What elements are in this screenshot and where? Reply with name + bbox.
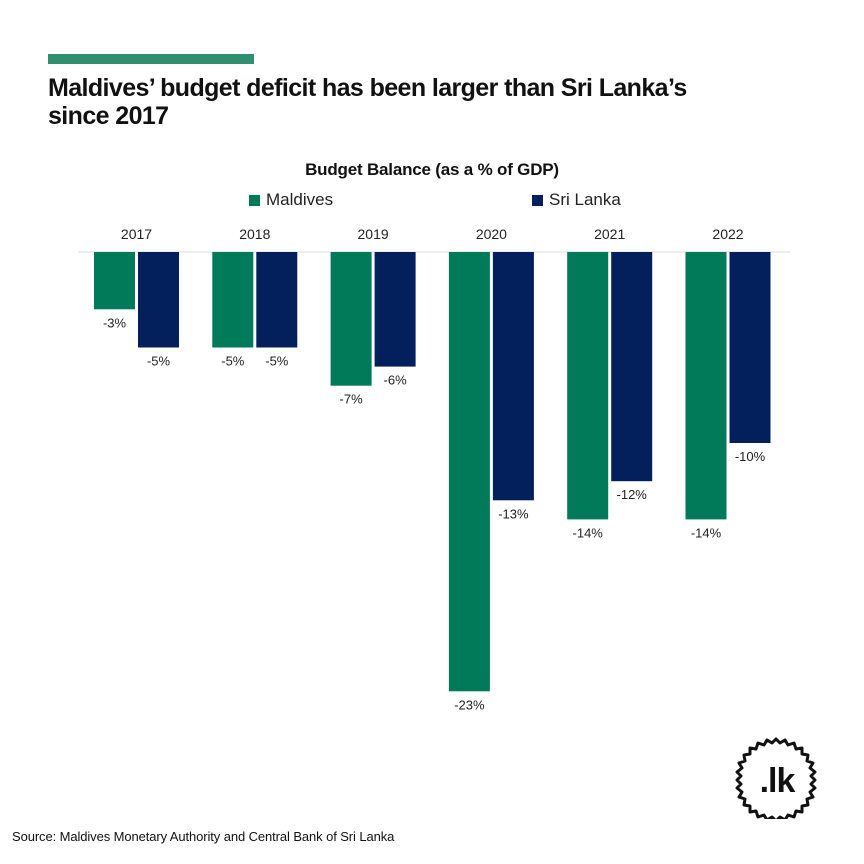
data-label: -3% <box>103 315 127 330</box>
data-label: -5% <box>265 354 289 369</box>
legend-item-srilanka: Sri Lanka <box>532 190 621 210</box>
bar-srilanka-2021 <box>611 252 653 482</box>
data-label: -14% <box>691 525 722 540</box>
source-note: Source: Maldives Monetary Authority and … <box>12 829 395 844</box>
data-label: -10% <box>735 449 766 464</box>
lk-logo: .lk <box>735 737 817 819</box>
x-tick-label: 2020 <box>476 226 507 242</box>
data-label: -13% <box>498 506 529 521</box>
legend-swatch-srilanka <box>532 194 543 206</box>
data-label: -23% <box>454 697 485 712</box>
x-tick-label: 2022 <box>712 226 743 242</box>
data-label: -14% <box>573 525 604 540</box>
bar-maldives-2017 <box>94 252 135 310</box>
bar-maldives-2021 <box>567 252 609 520</box>
bar-srilanka-2019 <box>374 252 416 367</box>
chart-legend: Maldives Sri Lanka <box>0 190 864 212</box>
bar-maldives-2018 <box>212 252 254 348</box>
bar-srilanka-2018 <box>256 252 298 348</box>
legend-label-maldives: Maldives <box>266 190 334 209</box>
data-label: -5% <box>147 354 171 369</box>
logo-seal-outline <box>735 737 817 819</box>
bar-maldives-2019 <box>330 252 372 386</box>
bar-maldives-2022 <box>685 252 727 520</box>
x-tick-label: 2018 <box>239 226 270 242</box>
bar-maldives-2020 <box>448 252 490 692</box>
chart-title: Budget Balance (as a % of GDP) <box>305 160 559 179</box>
page-title: Maldives’ budget deficit has been larger… <box>48 74 687 130</box>
data-label: -5% <box>221 354 245 369</box>
accent-bar <box>48 54 254 64</box>
bar-srilanka-2020 <box>492 252 534 501</box>
legend-label-srilanka: Sri Lanka <box>549 190 621 209</box>
logo-text: .lk <box>760 762 796 800</box>
data-label: -7% <box>340 392 364 407</box>
bar-srilanka-2017 <box>138 252 179 348</box>
legend-item-maldives: Maldives <box>249 190 333 210</box>
x-tick-label: 2019 <box>358 226 389 242</box>
data-label: -6% <box>384 373 408 388</box>
legend-swatch-maldives <box>249 194 260 206</box>
x-tick-label: 2021 <box>594 226 625 242</box>
data-label: -12% <box>617 487 648 502</box>
x-tick-label: 2017 <box>121 226 152 242</box>
bar-srilanka-2022 <box>729 252 771 443</box>
